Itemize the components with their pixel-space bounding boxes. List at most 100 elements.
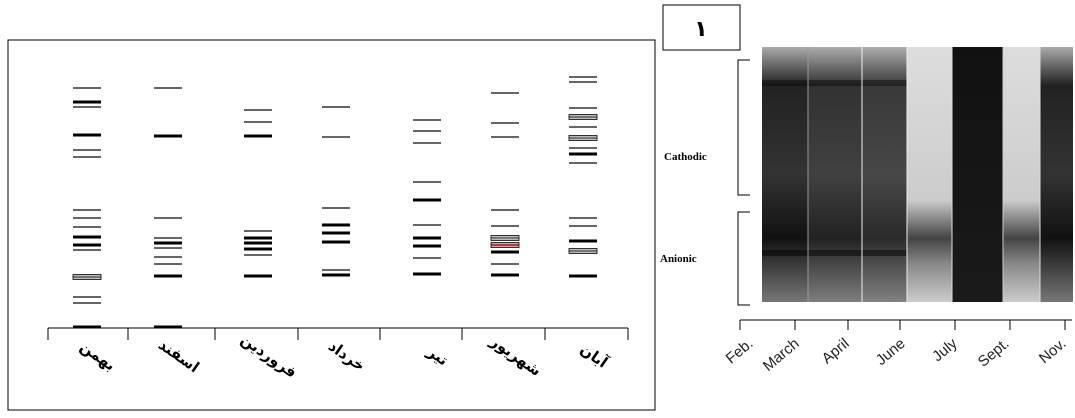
panel-label: ١	[694, 17, 707, 42]
band	[491, 251, 519, 254]
band	[244, 109, 272, 110]
band	[569, 162, 597, 163]
band	[413, 237, 441, 240]
band	[569, 275, 597, 278]
band	[154, 256, 182, 257]
band	[413, 245, 441, 248]
band	[491, 209, 519, 210]
band	[73, 249, 101, 250]
band	[322, 106, 350, 107]
band	[569, 137, 597, 140]
band	[569, 240, 597, 243]
band	[244, 135, 272, 138]
band	[569, 225, 597, 226]
band	[73, 236, 101, 239]
band	[73, 244, 101, 247]
band	[322, 136, 350, 137]
lane-label: March	[760, 335, 803, 375]
band	[154, 217, 182, 218]
band	[322, 274, 350, 277]
band	[569, 116, 597, 119]
band	[491, 122, 519, 123]
band	[491, 136, 519, 137]
band	[73, 101, 101, 104]
band	[244, 230, 272, 231]
band	[73, 302, 101, 303]
band	[491, 237, 519, 240]
band	[154, 135, 182, 138]
band	[569, 107, 597, 108]
band	[73, 326, 101, 329]
lane-labels-fa: بهمن اسفند فروردین خرداد تیر شهریور آبان	[77, 330, 612, 381]
band	[413, 257, 441, 258]
band	[322, 224, 350, 227]
band	[244, 121, 272, 122]
band	[73, 276, 101, 279]
band	[73, 226, 101, 227]
band	[154, 237, 182, 238]
band	[413, 273, 441, 276]
lane-labels-en: Feb.March April June July Sept. Nov.	[723, 320, 1070, 375]
band	[569, 147, 597, 148]
band	[154, 87, 182, 88]
band	[569, 76, 597, 77]
lane-label: آبان	[577, 340, 612, 372]
band	[154, 326, 182, 329]
band	[413, 199, 441, 202]
lane-label: Feb.	[723, 335, 757, 367]
band	[413, 142, 441, 143]
band	[569, 250, 597, 253]
band-diagram	[48, 76, 628, 340]
lane-label: فروردین	[238, 330, 301, 381]
band	[73, 134, 101, 137]
band	[569, 81, 597, 82]
band	[322, 232, 350, 235]
band	[322, 269, 350, 270]
band	[154, 247, 182, 248]
band	[244, 254, 272, 255]
region-brackets	[738, 60, 750, 305]
lane-label: بهمن	[77, 337, 119, 374]
lane-label: تیر	[423, 342, 451, 369]
band	[491, 274, 519, 277]
lane-label: خرداد	[325, 337, 369, 375]
band	[322, 241, 350, 244]
region-label: Cathodic	[664, 151, 707, 163]
band	[154, 275, 182, 278]
band	[569, 153, 597, 156]
band	[73, 87, 101, 88]
band	[413, 130, 441, 131]
band	[413, 181, 441, 182]
lane-label: April	[819, 335, 853, 367]
band	[569, 217, 597, 218]
band	[73, 209, 101, 210]
lane-label: Nov.	[1036, 335, 1070, 367]
gel-image	[762, 47, 1073, 302]
band	[413, 119, 441, 120]
band	[322, 207, 350, 208]
region-label: Anionic	[660, 253, 697, 265]
band	[73, 217, 101, 218]
band	[491, 225, 519, 226]
band	[491, 92, 519, 93]
band	[569, 126, 597, 127]
lane-label: June	[873, 335, 909, 369]
lane-label: شهریور	[486, 331, 544, 379]
band	[154, 242, 182, 245]
lane-label: اسفند	[155, 335, 203, 376]
band	[73, 156, 101, 157]
band	[491, 263, 519, 264]
band	[244, 237, 272, 240]
figure: بهمن اسفند فروردین خرداد تیر شهریور آبان ١ Cat…	[0, 0, 1075, 414]
band	[244, 248, 272, 251]
band	[73, 106, 101, 107]
band	[73, 149, 101, 150]
band	[413, 224, 441, 225]
band	[244, 242, 272, 245]
band	[73, 296, 101, 297]
lane-label: Sept.	[975, 335, 1013, 371]
band	[491, 244, 519, 247]
lane-label: July	[929, 335, 961, 365]
band	[244, 275, 272, 278]
band	[154, 263, 182, 264]
